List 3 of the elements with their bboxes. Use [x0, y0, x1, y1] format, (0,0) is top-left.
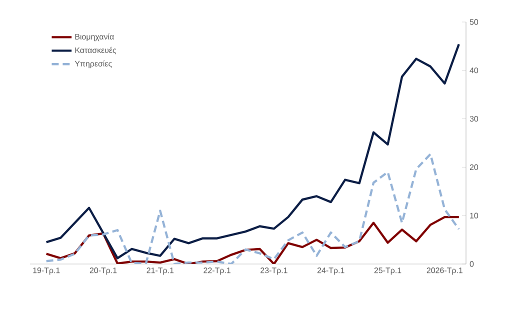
- line-series: [45, 216, 460, 264]
- line-series: [45, 43, 460, 260]
- line-series: [45, 153, 460, 264]
